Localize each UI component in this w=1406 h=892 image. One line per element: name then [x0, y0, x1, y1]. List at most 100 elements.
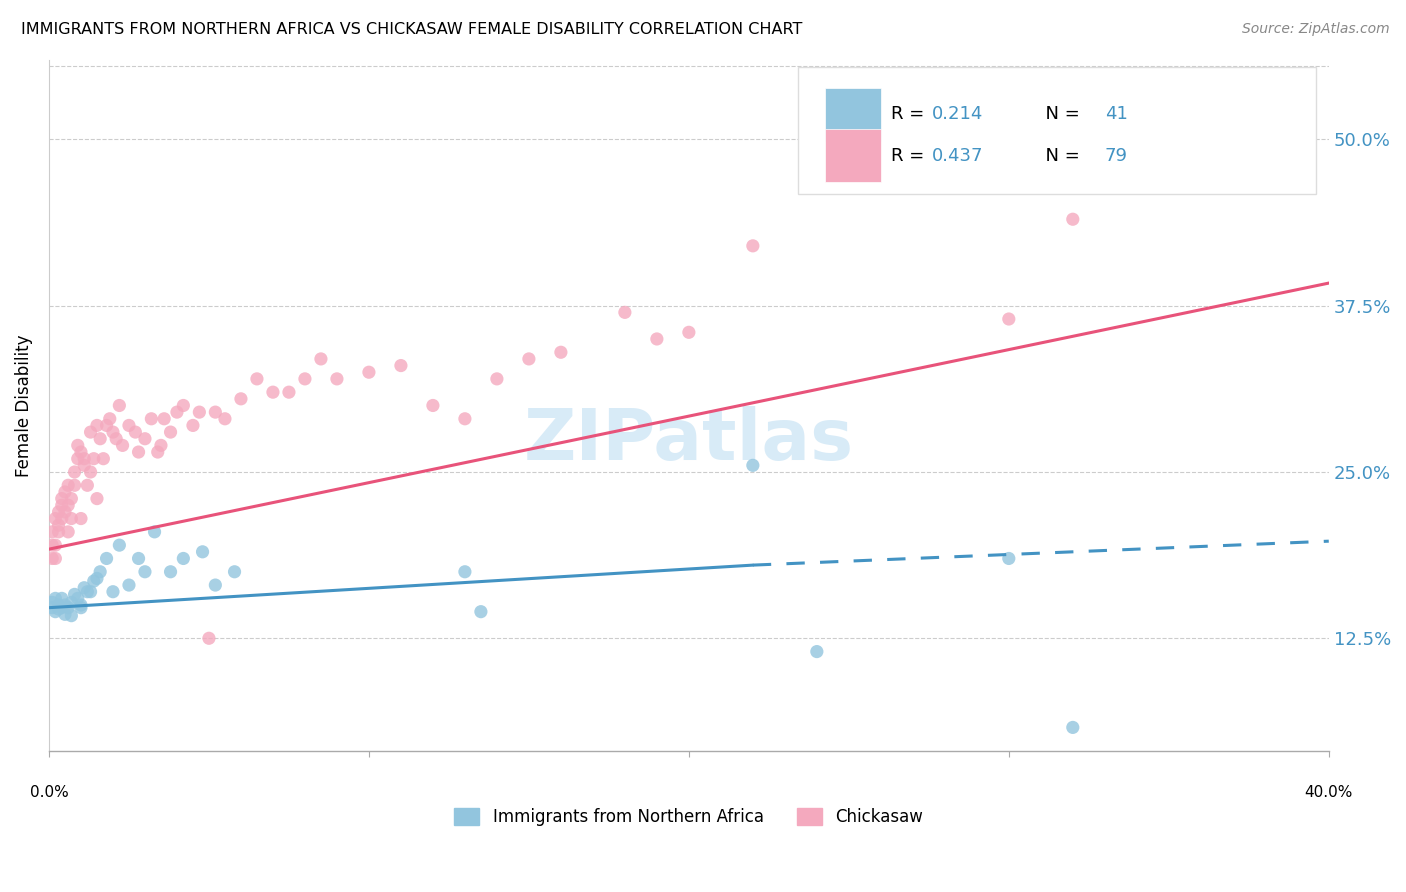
Point — [550, 345, 572, 359]
Text: IMMIGRANTS FROM NORTHERN AFRICA VS CHICKASAW FEMALE DISABILITY CORRELATION CHART: IMMIGRANTS FROM NORTHERN AFRICA VS CHICK… — [21, 22, 803, 37]
Point — [278, 385, 301, 400]
Point — [63, 465, 86, 479]
Point — [143, 524, 166, 539]
Point — [214, 411, 236, 425]
Point — [188, 405, 211, 419]
Point — [357, 365, 380, 379]
Text: R =: R = — [891, 147, 931, 165]
Point — [60, 511, 83, 525]
Point — [60, 491, 83, 506]
Point — [454, 565, 477, 579]
Text: 41: 41 — [1105, 105, 1128, 123]
Text: Source: ZipAtlas.com: Source: ZipAtlas.com — [1241, 22, 1389, 37]
Point — [51, 600, 73, 615]
Point — [172, 399, 194, 413]
Point — [108, 538, 131, 552]
Point — [124, 425, 146, 439]
Point — [51, 491, 73, 506]
Text: R =: R = — [891, 105, 931, 123]
Point — [89, 432, 111, 446]
Point — [118, 418, 141, 433]
Point — [128, 551, 150, 566]
Point — [141, 411, 163, 425]
Point — [191, 545, 214, 559]
Point — [93, 451, 115, 466]
Point — [79, 465, 101, 479]
Point — [70, 445, 93, 459]
Point — [44, 538, 66, 552]
Point — [309, 351, 332, 366]
Point — [83, 451, 105, 466]
Point — [66, 591, 89, 606]
Point — [998, 312, 1021, 326]
Point — [645, 332, 668, 346]
Text: 40.0%: 40.0% — [1305, 785, 1353, 799]
Point — [159, 425, 181, 439]
Point — [111, 438, 134, 452]
Point — [53, 607, 76, 622]
Text: 0.214: 0.214 — [932, 105, 983, 123]
Point — [153, 411, 176, 425]
Point — [53, 485, 76, 500]
Point — [294, 372, 316, 386]
Point — [838, 172, 860, 186]
Point — [53, 505, 76, 519]
Point — [44, 605, 66, 619]
Point — [56, 600, 79, 615]
Point — [73, 451, 96, 466]
Point — [901, 166, 924, 180]
Point — [83, 574, 105, 588]
Point — [108, 399, 131, 413]
Point — [66, 438, 89, 452]
Point — [198, 632, 221, 646]
Point — [44, 511, 66, 525]
Point — [806, 644, 828, 658]
Point — [79, 425, 101, 439]
Text: ZIPatlas: ZIPatlas — [524, 406, 853, 475]
Point — [41, 595, 63, 609]
Text: 0.437: 0.437 — [932, 147, 984, 165]
Text: 79: 79 — [1105, 147, 1128, 165]
Point — [73, 458, 96, 473]
Point — [159, 565, 181, 579]
Point — [134, 565, 156, 579]
FancyBboxPatch shape — [797, 67, 1316, 194]
Point — [181, 418, 204, 433]
FancyBboxPatch shape — [824, 88, 880, 141]
Point — [60, 608, 83, 623]
Point — [56, 524, 79, 539]
Legend: Immigrants from Northern Africa, Chickasaw: Immigrants from Northern Africa, Chickas… — [447, 801, 929, 833]
Point — [63, 587, 86, 601]
Point — [48, 505, 70, 519]
Point — [1062, 212, 1084, 227]
Point — [41, 600, 63, 615]
Point — [98, 411, 121, 425]
Point — [48, 602, 70, 616]
Point — [48, 518, 70, 533]
Point — [63, 478, 86, 492]
Point — [44, 551, 66, 566]
Point — [70, 598, 93, 612]
Point — [678, 326, 700, 340]
Point — [128, 445, 150, 459]
Point — [96, 551, 118, 566]
Point — [262, 385, 284, 400]
Text: N =: N = — [1035, 105, 1085, 123]
Point — [134, 432, 156, 446]
Point — [118, 578, 141, 592]
Point — [613, 305, 636, 319]
Point — [204, 578, 226, 592]
Point — [246, 372, 269, 386]
Point — [485, 372, 508, 386]
Point — [326, 372, 349, 386]
FancyBboxPatch shape — [824, 129, 880, 182]
Point — [741, 458, 763, 473]
Point — [146, 445, 169, 459]
Point — [76, 584, 98, 599]
Point — [70, 600, 93, 615]
Point — [76, 478, 98, 492]
Point — [51, 511, 73, 525]
Point — [101, 584, 124, 599]
Point — [229, 392, 252, 406]
Text: 0.0%: 0.0% — [30, 785, 69, 799]
